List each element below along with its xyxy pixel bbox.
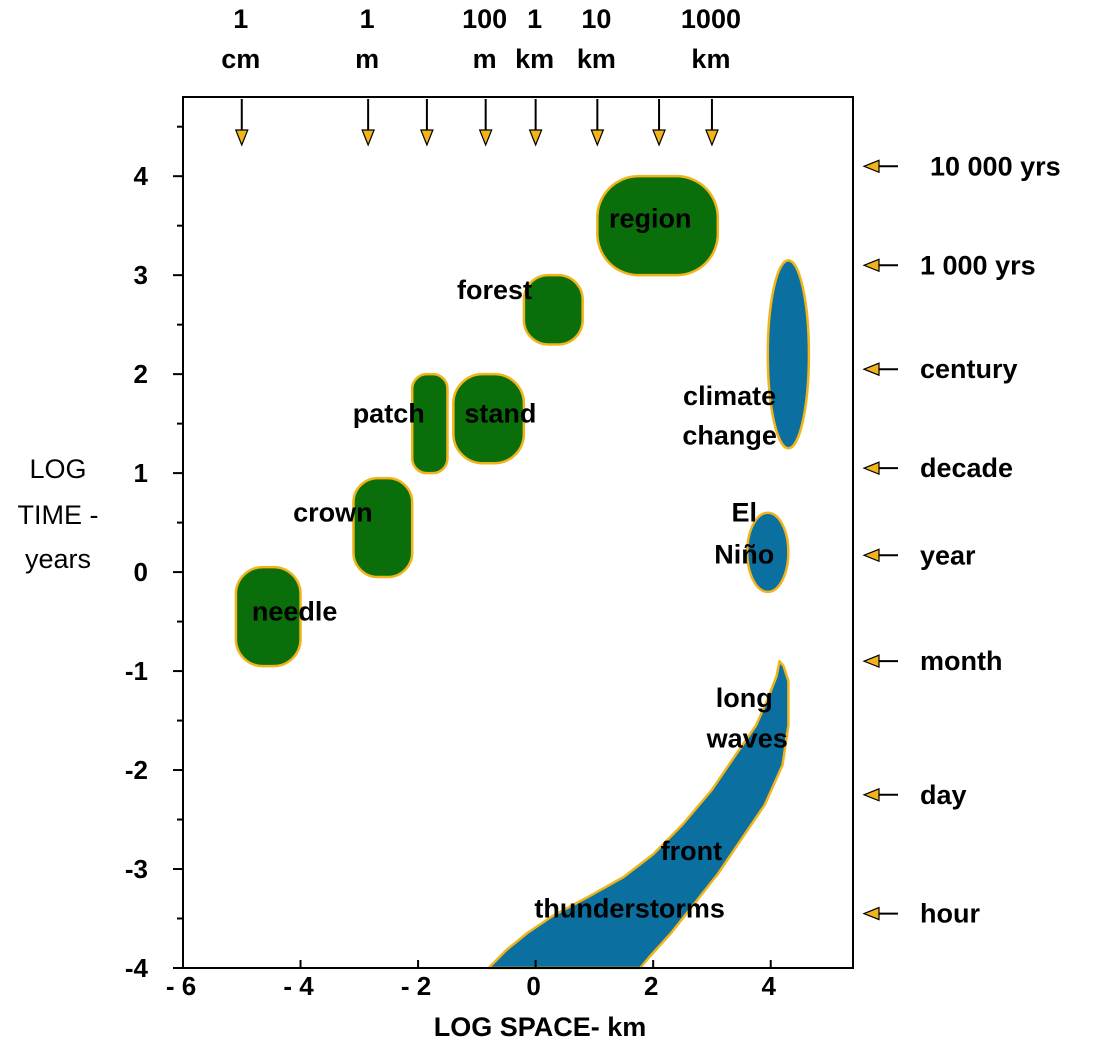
label-thunderstorms: thunderstorms bbox=[534, 894, 725, 924]
y-tick-label: 4 bbox=[134, 161, 149, 191]
region-needle bbox=[234, 565, 302, 668]
label-long-waves-line-1: long bbox=[716, 683, 773, 713]
y-axis-label-line-3: years bbox=[25, 544, 91, 574]
top-arrow-head bbox=[652, 129, 666, 147]
region-crown bbox=[352, 476, 414, 579]
label-climate-change-line-2: change bbox=[682, 421, 777, 451]
right-arrow-head bbox=[862, 258, 880, 273]
label-crown: crown bbox=[293, 498, 373, 528]
region-forest bbox=[522, 273, 584, 346]
right-arrow-head bbox=[862, 159, 880, 174]
region-atmospheric-band bbox=[487, 659, 790, 970]
right-arrow-head bbox=[862, 548, 880, 563]
label-forest: forest bbox=[457, 275, 532, 305]
right-arrow-head bbox=[862, 654, 880, 669]
y-tick-label: -3 bbox=[125, 854, 148, 884]
label-el-nino-line-2: Niño bbox=[714, 539, 774, 569]
top-scale-unit-100-m: m bbox=[473, 44, 497, 74]
label-region: region bbox=[609, 204, 692, 234]
region-climate-change bbox=[766, 259, 811, 450]
right-arrow-head bbox=[862, 787, 880, 802]
region-patch bbox=[410, 372, 449, 475]
right-scale-decade: decade bbox=[920, 453, 1013, 483]
y-tick-label: 3 bbox=[134, 260, 148, 290]
top-arrow-head bbox=[234, 129, 249, 147]
x-tick-label: 0 bbox=[526, 971, 540, 1001]
top-scale-unit-1-m: m bbox=[355, 44, 379, 74]
right-scale-10-000-yrs: 10 000 yrs bbox=[930, 151, 1061, 181]
right-arrow-head bbox=[862, 362, 880, 377]
x-tick-label: 2 bbox=[644, 971, 658, 1001]
label-el-nino-line-1: El bbox=[732, 498, 758, 528]
y-tick-label: -2 bbox=[125, 755, 148, 785]
top-scale-unit-10-km: km bbox=[577, 44, 616, 74]
top-scale-label-1-m: 1 bbox=[360, 4, 375, 34]
right-scale-month: month bbox=[920, 646, 1002, 676]
x-axis-label: LOG SPACE- km bbox=[434, 1012, 647, 1042]
y-tick-label: 1 bbox=[134, 458, 148, 488]
y-axis-label-line-1: LOG bbox=[29, 454, 86, 484]
top-arrow-head bbox=[590, 129, 605, 147]
top-arrow-head bbox=[478, 129, 493, 147]
top-arrow-head bbox=[528, 129, 543, 147]
right-scale-year: year bbox=[920, 540, 976, 570]
label-long-waves-line-2: waves bbox=[706, 723, 788, 753]
x-tick-label: - 4 bbox=[283, 971, 314, 1001]
top-scale-unit-1000-km: km bbox=[691, 44, 730, 74]
top-scale-unit-1-cm: cm bbox=[221, 44, 260, 74]
top-arrow-head bbox=[361, 129, 376, 147]
right-arrow-head bbox=[862, 906, 880, 921]
top-scale-label-1-cm: 1 bbox=[233, 4, 248, 34]
x-tick-label: - 2 bbox=[401, 971, 431, 1001]
y-axis-label-line-2: TIME - bbox=[18, 500, 99, 530]
top-scale-unit-1-km: km bbox=[515, 44, 554, 74]
x-tick-label: - 6 bbox=[166, 971, 196, 1001]
label-patch: patch bbox=[353, 399, 425, 429]
top-scale-label-10-km: 10 bbox=[581, 4, 611, 34]
top-scale-label-1000-km: 1000 bbox=[681, 4, 741, 34]
region-region bbox=[596, 174, 720, 277]
y-tick-label: 0 bbox=[134, 557, 148, 587]
y-tick-label: -4 bbox=[125, 953, 149, 983]
y-tick-label: 2 bbox=[134, 359, 148, 389]
label-stand: stand bbox=[464, 399, 536, 429]
right-scale-day: day bbox=[920, 780, 967, 810]
right-scale-1-000-yrs: 1 000 yrs bbox=[920, 250, 1036, 280]
region-stand bbox=[452, 372, 526, 465]
x-tick-label: 4 bbox=[761, 971, 776, 1001]
label-front: front bbox=[661, 836, 722, 866]
top-arrow-head bbox=[420, 129, 434, 147]
top-scale-label-1-km: 1 bbox=[527, 4, 542, 34]
y-tick-label: -1 bbox=[125, 656, 148, 686]
right-scale-hour: hour bbox=[920, 899, 980, 929]
right-scale-century: century bbox=[920, 354, 1018, 384]
region-el-ni-o bbox=[745, 511, 790, 594]
top-scale-label-100-m: 100 bbox=[462, 4, 507, 34]
right-arrow-head bbox=[862, 461, 880, 476]
label-climate-change-line-1: climate bbox=[683, 381, 776, 411]
plot-frame bbox=[182, 96, 854, 969]
label-needle: needle bbox=[252, 597, 338, 627]
top-arrow-head bbox=[705, 129, 719, 147]
